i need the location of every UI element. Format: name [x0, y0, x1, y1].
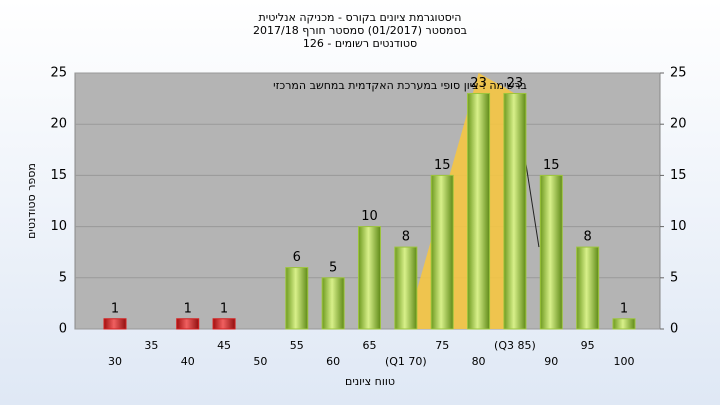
bar	[176, 318, 200, 330]
chart-subtitle: סטודנטים רשומים - 126	[303, 37, 417, 50]
bar	[103, 318, 127, 330]
x-tick-label: 80	[472, 355, 486, 368]
value-label: 1	[184, 301, 192, 316]
bar	[467, 92, 491, 330]
bar	[394, 246, 418, 330]
y-tick-label: 20	[50, 117, 67, 132]
chart-subtitle: בסמסטר (01/2017) סמסטר חורף 2017/18	[253, 24, 467, 37]
y2-tick-label: 20	[670, 117, 687, 132]
x-tick-label: (Q1 70)	[385, 355, 427, 368]
bar	[612, 318, 636, 330]
bar	[503, 92, 527, 330]
y2-tick-label: 5	[670, 270, 678, 285]
x-tick-label: 100	[614, 355, 635, 368]
x-tick-label: 55	[290, 339, 304, 352]
y2-tick-label: 25	[670, 66, 687, 81]
x-tick-label: 60	[326, 355, 340, 368]
value-label: 15	[434, 158, 451, 173]
value-label: 6	[293, 250, 301, 265]
bar	[358, 226, 381, 330]
y-axis-label: מספר סטודנטים	[25, 163, 38, 239]
y2-tick-label: 0	[670, 322, 678, 337]
y-tick-label: 0	[59, 322, 67, 337]
x-tick-label: (Q3 85)	[494, 339, 536, 352]
y-tick-label: 5	[59, 270, 67, 285]
value-label: 23	[507, 76, 524, 91]
x-tick-label: 40	[181, 355, 195, 368]
x-tick-label: 30	[108, 355, 122, 368]
x-tick-label: 95	[581, 339, 595, 352]
y-tick-label: 15	[50, 168, 67, 183]
annotation: ברשימה : ציון סופי במערכת האקדמית במחשב …	[273, 79, 527, 92]
x-tick-label: 45	[217, 339, 231, 352]
value-label: 1	[620, 301, 628, 316]
x-axis-label: טווח ציונים	[345, 375, 395, 388]
x-tick-label: 50	[253, 355, 267, 368]
value-label: 10	[361, 209, 378, 224]
y2-tick-label: 15	[670, 168, 687, 183]
x-tick-label: 65	[363, 339, 377, 352]
x-tick-label: 75	[435, 339, 449, 352]
bar	[576, 246, 600, 330]
value-label: 5	[329, 260, 337, 275]
y2-tick-label: 10	[670, 219, 687, 234]
value-label: 1	[111, 301, 119, 316]
bar	[539, 174, 563, 330]
bar	[212, 318, 236, 330]
value-label: 8	[584, 230, 592, 245]
x-tick-label: 90	[544, 355, 558, 368]
y-tick-label: 10	[50, 219, 67, 234]
x-tick-label: 35	[144, 339, 158, 352]
value-label: 23	[470, 76, 487, 91]
bar	[285, 267, 309, 330]
y-tick-label: 25	[50, 66, 67, 81]
bar	[321, 277, 345, 330]
bar	[430, 174, 454, 330]
value-label: 8	[402, 230, 410, 245]
chart-title: היסטוגרמת ציונים בקורס - מכניקה אנליטית	[259, 11, 462, 24]
value-label: 15	[543, 158, 560, 173]
value-label: 1	[220, 301, 228, 316]
